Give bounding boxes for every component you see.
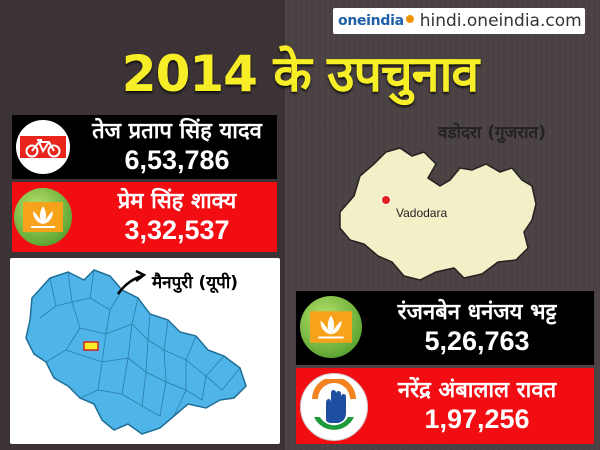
candidate-votes: 1,97,256	[424, 404, 530, 434]
candidate-votes: 6,53,786	[124, 145, 230, 175]
oneindia-logo: oneindia	[338, 13, 414, 29]
mainpuri-map-label: मैनपुरी (यूपी)	[152, 273, 238, 293]
candidate-name: नरेंद्र अंबालाल रावत	[397, 378, 557, 403]
page-title: 2014 के उपचुनाव	[121, 45, 479, 103]
candidate-votes: 5,26,763	[424, 326, 530, 356]
vadodara-city-label: Vadodara	[396, 206, 448, 220]
candidate-votes: 3,32,537	[124, 215, 230, 245]
candidate-name: तेज प्रताप सिंह यादव	[92, 119, 262, 144]
bicycle-icon	[16, 120, 70, 174]
vadodara-map-label: वडोदरा (गुजरात)	[438, 123, 547, 143]
hand-icon	[300, 373, 368, 441]
source-badge[interactable]: oneindia hindi.oneindia.com	[333, 8, 585, 34]
candidate-name: प्रेम सिंह शाक्य	[117, 189, 237, 214]
uttar-pradesh-map: मैनपुरी (यूपी)	[10, 258, 280, 444]
vadodara-map: वडोदरा (गुजरात) Vadodara	[300, 112, 588, 292]
source-url[interactable]: hindi.oneindia.com	[419, 11, 582, 31]
candidate-name: रंजनबेन धनंजय भट्ट	[397, 300, 557, 325]
lotus-icon	[300, 296, 362, 358]
lotus-icon	[14, 188, 72, 246]
